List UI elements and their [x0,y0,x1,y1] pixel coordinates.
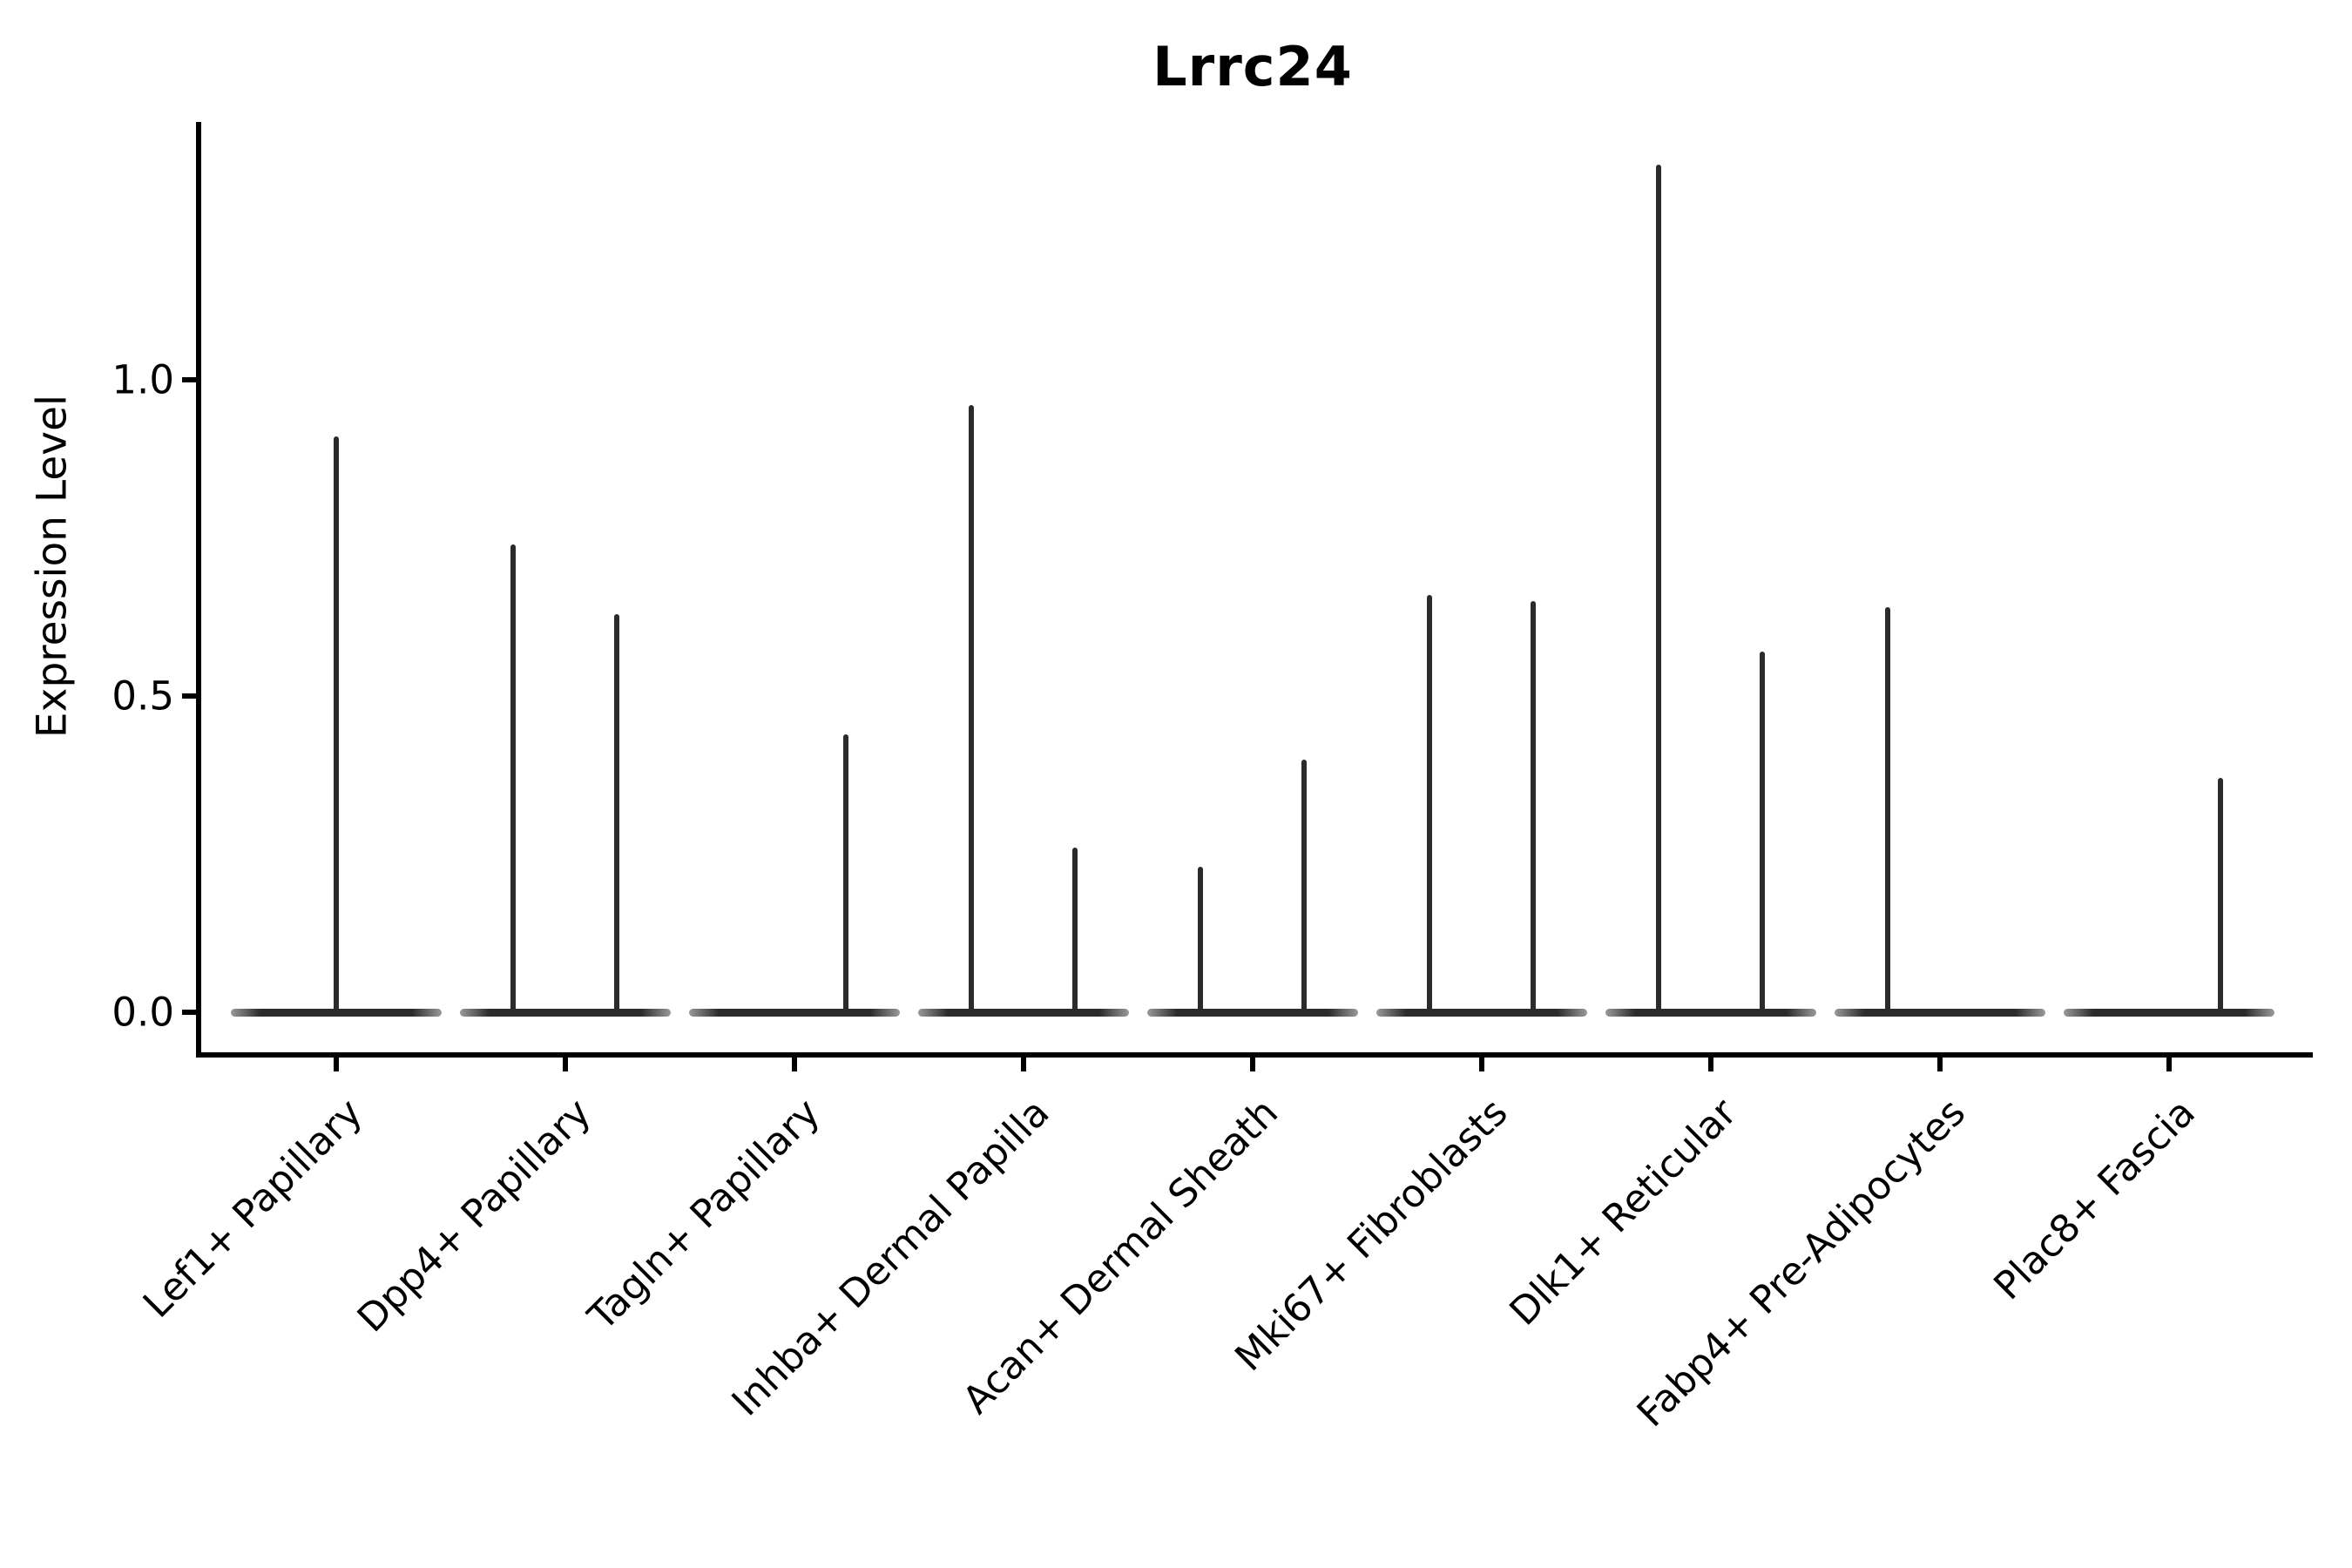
y-axis-tick-label: 1.0 [112,356,174,403]
violin-baseline [1835,1009,2045,1017]
y-axis-tick [182,693,196,699]
x-axis-tick [1479,1058,1484,1071]
violin-spike [969,405,974,1016]
x-axis-tick-label-text: Dlk1+ Reticular [1501,1090,1746,1335]
x-axis-tick-label-text: Tagln+ Papillary [580,1090,829,1340]
plot-title: Lrrc24 [1152,35,1353,98]
x-axis-tick [1937,1058,1943,1071]
x-axis-line [196,1052,2313,1058]
violin-spike [510,544,516,1016]
violin-baseline [1147,1009,1358,1017]
y-axis-tick [182,1010,196,1015]
x-axis-tick [1021,1058,1026,1071]
y-axis-tick-label: 0.0 [112,989,174,1036]
x-axis-tick [563,1058,568,1071]
y-axis-tick-label: 0.5 [112,672,174,720]
violin-spike [1301,760,1307,1016]
x-axis-tick [1250,1058,1255,1071]
y-axis-line [196,122,201,1058]
violin-spike [1531,601,1536,1016]
violin-baseline [689,1009,900,1017]
x-axis-tick [2166,1058,2172,1071]
violin-spike [2218,778,2223,1016]
violin-baseline [2064,1009,2274,1017]
x-axis-tick-label-text: Lef1+ Papillary [134,1090,371,1327]
x-axis-tick-label-text: Plac8+ Fascia [1985,1090,2204,1309]
x-axis-tick [792,1058,797,1071]
violin-spike [614,614,619,1016]
violin-spike [334,436,339,1016]
y-axis-tick [182,377,196,382]
violin-baseline [918,1009,1129,1017]
violin-spike [1198,867,1203,1016]
violin-spike [1760,652,1765,1016]
violin-baseline [1376,1009,1587,1017]
x-axis-tick [1708,1058,1713,1071]
violin-spike [1072,848,1078,1016]
violin-spike [1656,165,1661,1016]
violin-spike [1885,607,1890,1016]
violin-baseline [460,1009,671,1017]
violin-spike [843,734,848,1016]
x-axis-tick [334,1058,339,1071]
violin-spike [1427,595,1432,1016]
violin-baseline [1605,1009,1816,1017]
x-axis-tick-label-text: Dpp4+ Papillary [348,1090,600,1342]
